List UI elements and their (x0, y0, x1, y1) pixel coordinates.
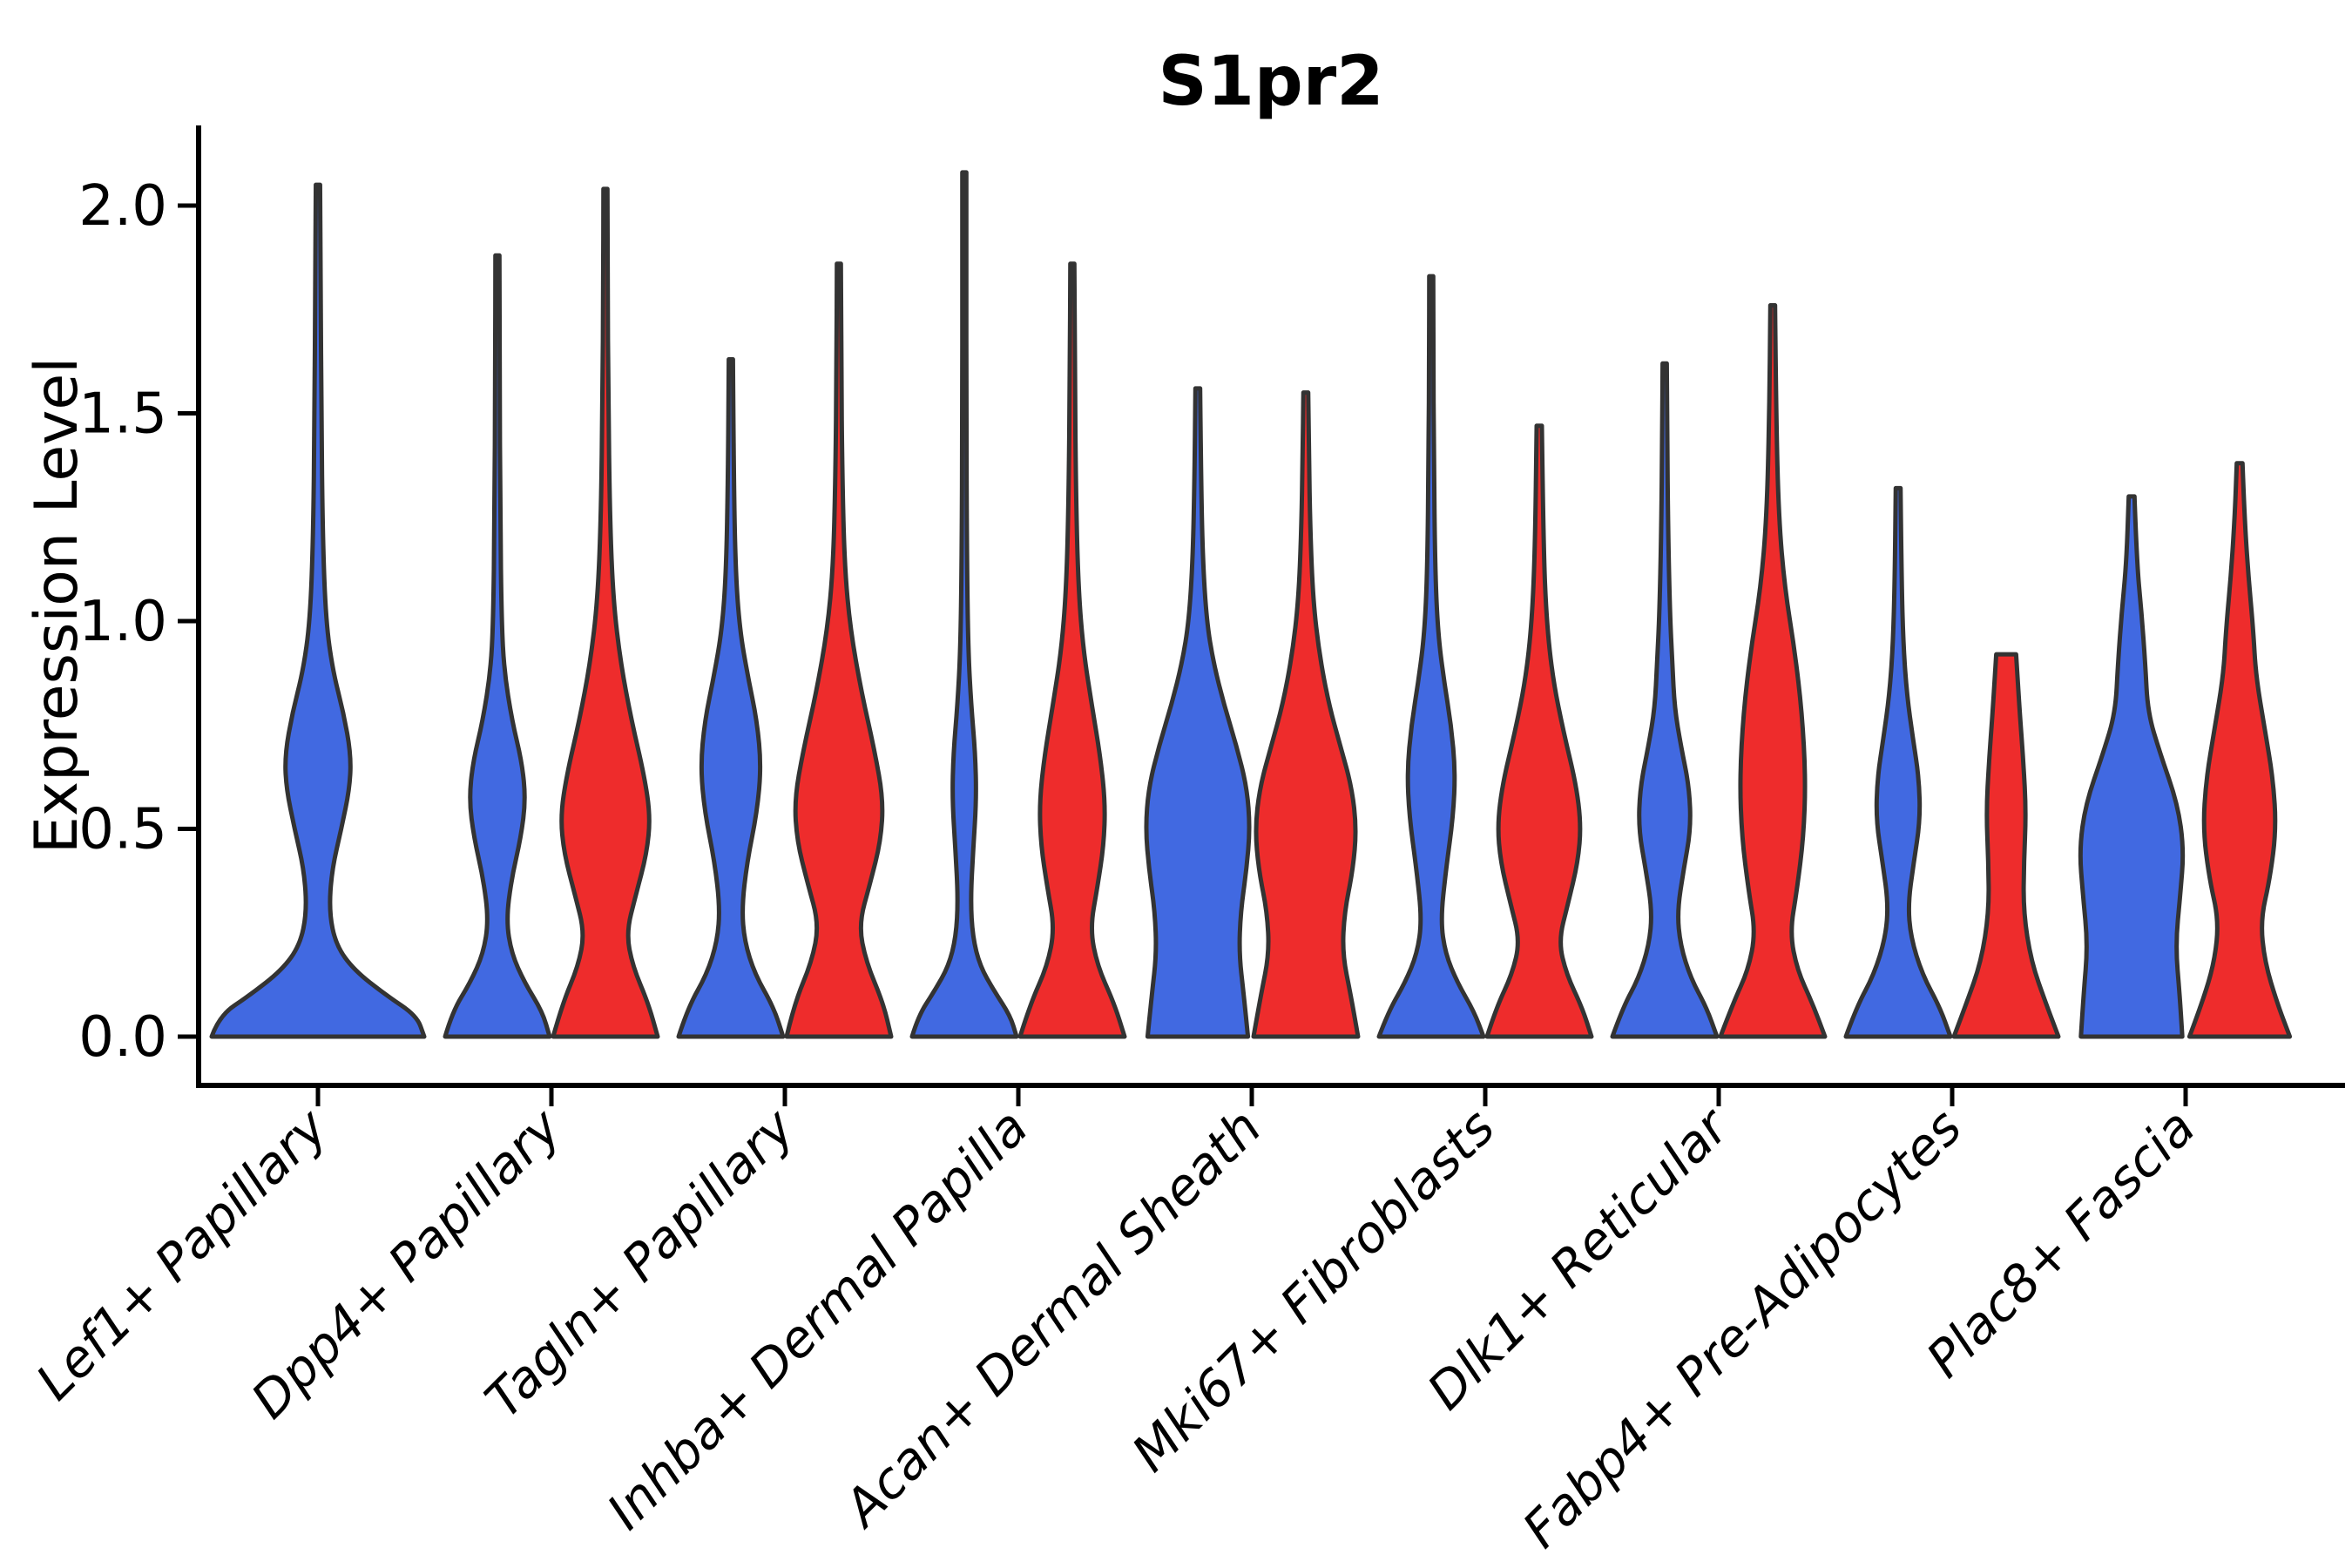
x-tick-label-inhba: Inhba+ Dermal Papilla (596, 1098, 1039, 1541)
violin-acan-blue (1144, 386, 1252, 1039)
violin-lef1-blue (209, 182, 427, 1039)
violin-dpp4-blue (443, 253, 552, 1039)
x-tick-label-fabp4: Fabp4+ Pre-Adipocytes (1511, 1098, 1973, 1559)
violin-mki67-red (1484, 423, 1594, 1039)
y-tick-label: 1.0 (78, 590, 167, 654)
y-tick-label: 0.5 (78, 798, 167, 862)
violin-dlk1-red (1718, 302, 1828, 1039)
violin-tagln-blue (676, 356, 786, 1039)
violin-inhba-blue (909, 170, 1019, 1039)
y-axis-label: Expression Level (23, 357, 91, 854)
x-tick-label-acan: Acan+ Dermal Sheath (830, 1098, 1273, 1540)
violin-fabp4-red (1951, 652, 2061, 1039)
violin-dlk1-blue (1610, 361, 1720, 1039)
violin-inhba-red (1017, 261, 1127, 1039)
violin-fabp4-blue (1843, 485, 1953, 1039)
y-tick-label: 0.0 (78, 1005, 167, 1070)
y-tick-label: 2.0 (78, 174, 167, 239)
violin-tagln-red (784, 261, 894, 1039)
y-tick-label: 1.5 (78, 382, 167, 447)
violin-mki67-blue (1376, 274, 1486, 1039)
violin-acan-red (1251, 390, 1361, 1039)
chart-title: S1pr2 (1158, 43, 1383, 121)
violin-dpp4-red (551, 186, 660, 1039)
violin-plac8-blue (2078, 494, 2186, 1039)
violin-plac8-red (2186, 461, 2293, 1039)
